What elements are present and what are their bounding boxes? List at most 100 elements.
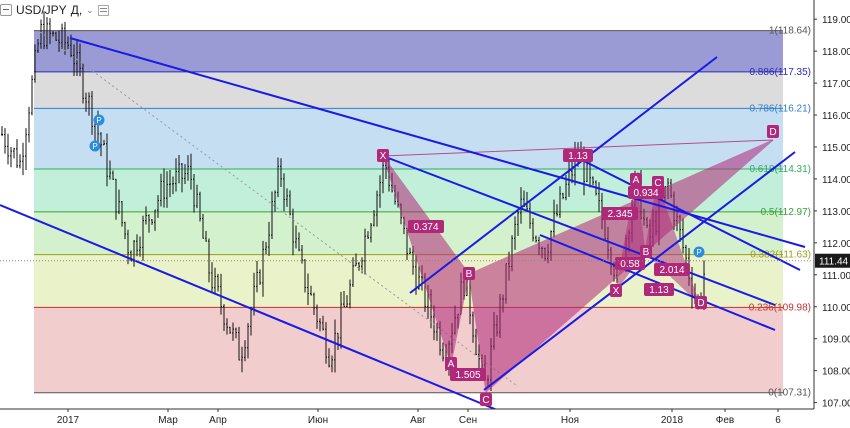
candle — [343, 290, 345, 307]
pattern-label: C — [480, 393, 492, 406]
candle — [235, 327, 237, 339]
x-tick-label: 6 — [775, 415, 781, 426]
candle — [52, 31, 54, 37]
y-tick-label: 110.00 — [822, 303, 850, 314]
candle — [187, 155, 189, 181]
candle — [520, 187, 522, 224]
y-tick-label: 119.00 — [822, 15, 850, 26]
candle — [271, 191, 273, 240]
candle — [232, 322, 234, 341]
candle — [301, 244, 303, 264]
pattern-label: 1.505 — [450, 368, 486, 381]
pattern-label-text: 2.345 — [607, 209, 632, 220]
candle — [223, 304, 225, 331]
pattern-label-bg — [628, 186, 664, 199]
candle — [208, 238, 210, 283]
channel-line-5 — [539, 234, 776, 331]
y-tick-label: 109.00 — [822, 335, 850, 346]
pattern-label-text: 0.374 — [413, 222, 438, 233]
candle — [265, 241, 267, 254]
candle — [304, 259, 306, 293]
menu-icon[interactable] — [97, 4, 109, 16]
fib-label-4: 0.5(112.97) — [761, 207, 811, 218]
candle — [10, 147, 12, 168]
pattern-label: 0.58 — [615, 257, 645, 270]
candle — [169, 170, 171, 198]
candle — [313, 292, 315, 315]
candle — [214, 267, 216, 294]
candle — [559, 186, 561, 218]
event-marker-text: P — [92, 142, 97, 151]
pattern-label-bg — [652, 176, 664, 189]
candle — [106, 133, 108, 187]
candle — [382, 160, 384, 194]
pattern-label: B — [640, 245, 652, 258]
candle — [157, 195, 159, 218]
pattern-label: 0.934 — [628, 186, 664, 199]
candle — [4, 128, 6, 154]
y-tick-label: 112.00 — [822, 239, 850, 250]
candle — [16, 139, 18, 169]
candle — [85, 92, 87, 112]
fib-label-1: 0.886(117.35) — [749, 67, 811, 78]
timeframe-label[interactable]: Д, — [70, 3, 83, 17]
last-price-tag-bg — [815, 253, 850, 268]
candle — [196, 184, 198, 209]
candle — [322, 315, 324, 331]
y-tick-label: 113.00 — [822, 207, 850, 218]
candle — [277, 157, 279, 198]
candle — [250, 306, 252, 336]
candle — [364, 228, 366, 275]
candle — [28, 106, 30, 143]
pattern-label-bg — [563, 149, 593, 162]
pattern-label-bg — [615, 257, 645, 270]
candle — [82, 63, 84, 104]
chevron-down-icon[interactable]: ⌄ — [86, 4, 94, 15]
candle — [259, 269, 261, 285]
candle — [100, 132, 102, 157]
pattern-label-text: C — [654, 178, 661, 189]
candle — [286, 188, 288, 207]
candle — [529, 202, 531, 229]
pattern-label-text: B — [466, 269, 473, 280]
x-tick-label: 2018 — [661, 415, 684, 426]
time-axis-bg — [0, 409, 850, 428]
symbol-label[interactable]: USD/JPY — [16, 3, 67, 17]
candle — [64, 21, 66, 55]
x-tick-label: Ноя — [561, 415, 579, 426]
candle — [331, 355, 333, 373]
event-marker-circle — [93, 114, 105, 126]
x-tick-label: Сен — [459, 415, 477, 426]
y-tick-label: 111.00 — [822, 271, 850, 282]
pattern-label-bg — [654, 263, 690, 276]
x-tick-label: Мар — [158, 415, 178, 426]
pattern-label-bg — [610, 284, 622, 297]
candle — [109, 160, 111, 180]
candle — [61, 23, 63, 49]
collapse-icon[interactable] — [0, 4, 12, 16]
candle — [325, 322, 327, 364]
candle — [328, 348, 330, 368]
candle — [103, 139, 105, 146]
candle — [370, 222, 372, 243]
pattern-label-text: 1.13 — [568, 151, 588, 162]
pattern-label: 1.13 — [563, 149, 593, 162]
candle — [67, 36, 69, 50]
pattern-label: X — [377, 149, 389, 162]
candle — [160, 173, 162, 207]
candle — [553, 199, 555, 238]
candle — [37, 38, 39, 53]
candle — [355, 253, 357, 267]
candle — [88, 92, 90, 116]
pattern-label-text: 2.014 — [659, 265, 684, 276]
candle — [412, 245, 414, 275]
pattern-label: B — [463, 267, 475, 280]
candle — [25, 128, 27, 170]
pattern-label: D — [695, 296, 707, 309]
pattern-label-text: 1.505 — [455, 370, 480, 381]
candle — [55, 31, 57, 41]
candle — [73, 44, 75, 76]
candle — [562, 192, 564, 200]
